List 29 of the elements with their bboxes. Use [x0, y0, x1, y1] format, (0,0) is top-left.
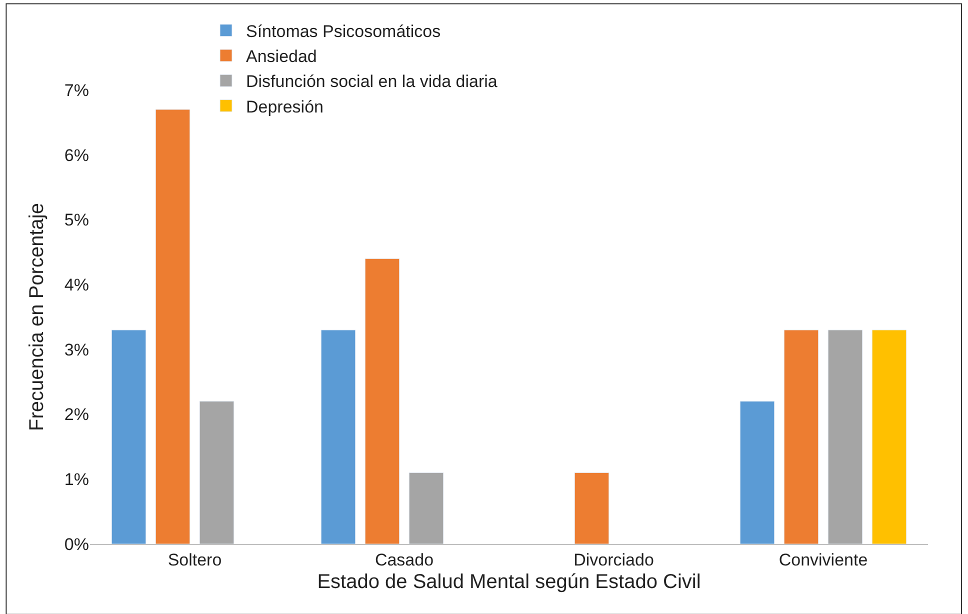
x-tick-label: Casado	[374, 550, 434, 570]
legend-label: Depresión	[246, 97, 324, 116]
y-tick-label: 4%	[64, 276, 89, 295]
bar	[199, 401, 234, 544]
legend-label: Ansiedad	[246, 47, 317, 66]
bar	[740, 401, 775, 544]
bar	[364, 258, 400, 544]
bar	[155, 109, 190, 544]
bar	[828, 330, 863, 544]
bar	[574, 472, 610, 544]
y-tick-label: 3%	[64, 340, 89, 360]
x-axis-title: Estado de Salud Mental según Estado Civil	[317, 570, 701, 593]
legend-label: Síntomas Psicosomáticos	[246, 22, 441, 41]
x-tick-label: Conviviente	[778, 550, 868, 570]
bar	[872, 330, 907, 544]
y-tick-label: 2%	[64, 405, 89, 424]
bar	[784, 330, 819, 544]
bar	[111, 330, 146, 544]
bar	[320, 330, 356, 544]
legend-label: Disfunción social en la vida diaria	[246, 72, 498, 92]
x-tick-label: Soltero	[168, 550, 222, 570]
y-tick-label: 5%	[64, 210, 89, 230]
y-tick-label: 7%	[64, 80, 89, 100]
x-tick-label: Divorciado	[574, 550, 654, 570]
y-axis-title: Frecuencia en Porcentaje	[26, 203, 48, 431]
y-tick-label: 6%	[64, 146, 89, 165]
bar	[408, 472, 444, 544]
y-tick-label: 0%	[64, 534, 89, 554]
y-tick-label: 1%	[64, 470, 89, 490]
